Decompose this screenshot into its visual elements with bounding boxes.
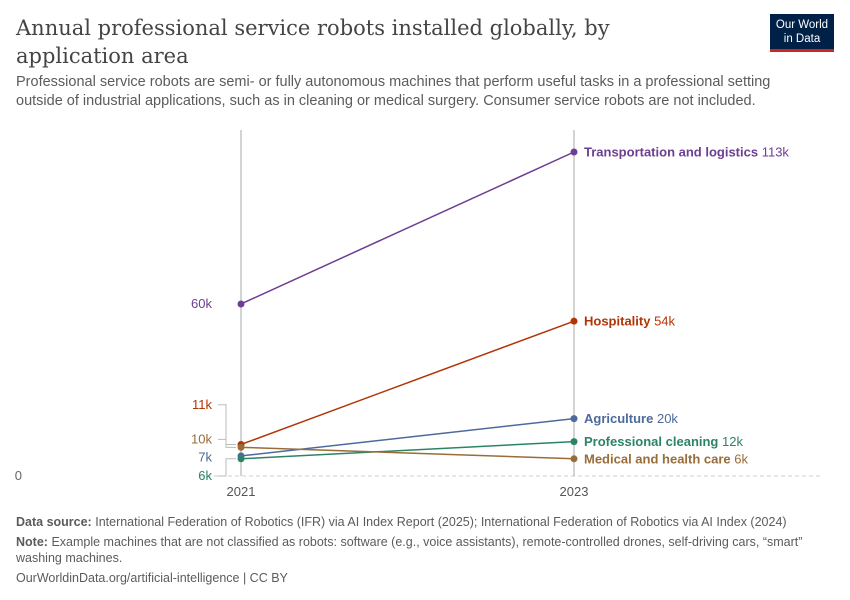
owid-logo[interactable]: Our World in Data: [770, 14, 834, 52]
data-point-medical-and-health-care: [570, 455, 578, 463]
license-link[interactable]: OurWorldinData.org/artificial-intelligen…: [16, 571, 288, 585]
series-name: Hospitality: [584, 314, 654, 329]
start-value-label: 10k: [191, 431, 212, 446]
data-point-transportation-and-logistics: [570, 148, 578, 156]
y-tick-label: 0: [15, 468, 22, 483]
series-line-transportation-and-logistics: [240, 151, 575, 305]
series-line-medical-and-health-care: [240, 446, 575, 460]
note-label: Note:: [16, 535, 48, 549]
source-text: International Federation of Robotics (IF…: [95, 515, 787, 529]
start-value-label: 6k: [198, 468, 212, 483]
series-label-professional-cleaning: Professional cleaning 12k: [584, 434, 743, 449]
start-value-label: 11k: [192, 397, 212, 412]
data-point-professional-cleaning: [570, 438, 578, 446]
label-connector: [218, 458, 236, 477]
data-point-hospitality: [570, 317, 578, 325]
chart-subtitle: Professional service robots are semi- or…: [16, 74, 771, 109]
series-name: Medical and health care: [584, 451, 734, 466]
data-point-medical-and-health-care: [237, 443, 245, 451]
series-label-transportation-and-logistics: Transportation and logistics 113k: [584, 145, 789, 160]
end-value-label: 12k: [722, 434, 743, 449]
data-point-transportation-and-logistics: [237, 300, 245, 308]
series-line-hospitality: [240, 320, 575, 446]
label-connector: [218, 404, 236, 445]
end-value-label: 54k: [654, 314, 675, 329]
series-name: Transportation and logistics: [584, 145, 762, 160]
series-label-medical-and-health-care: Medical and health care 6k: [584, 451, 749, 466]
series-label-hospitality: Hospitality 54k: [584, 314, 676, 329]
data-point-professional-cleaning: [237, 455, 245, 463]
source-label: Data source:: [16, 515, 92, 529]
start-value-label: 7k: [198, 450, 212, 465]
end-value-label: 113k: [762, 145, 790, 160]
start-value-label: 60k: [191, 296, 212, 311]
note-text: Example machines that are not classified…: [16, 535, 803, 565]
line-chart: 0 2021 2023 60k 11k 10k 7k 6k Transportation and…: [15, 130, 822, 499]
data-source: Data source: International Federation of…: [16, 514, 826, 530]
data-point-agriculture: [570, 415, 578, 423]
end-value-label: 6k: [734, 451, 748, 466]
x-tick-label: 2021: [227, 484, 256, 499]
x-tick-label: 2023: [560, 484, 589, 499]
end-value-label: 20k: [657, 411, 678, 426]
chart-title: Annual professional service robots insta…: [16, 16, 610, 68]
series-line-professional-cleaning: [240, 440, 575, 460]
series-name: Agriculture: [584, 411, 657, 426]
series-label-agriculture: Agriculture 20k: [584, 411, 678, 426]
series-name: Professional cleaning: [584, 434, 722, 449]
note: Note: Example machines that are not clas…: [16, 534, 826, 566]
label-connector: [218, 438, 236, 448]
